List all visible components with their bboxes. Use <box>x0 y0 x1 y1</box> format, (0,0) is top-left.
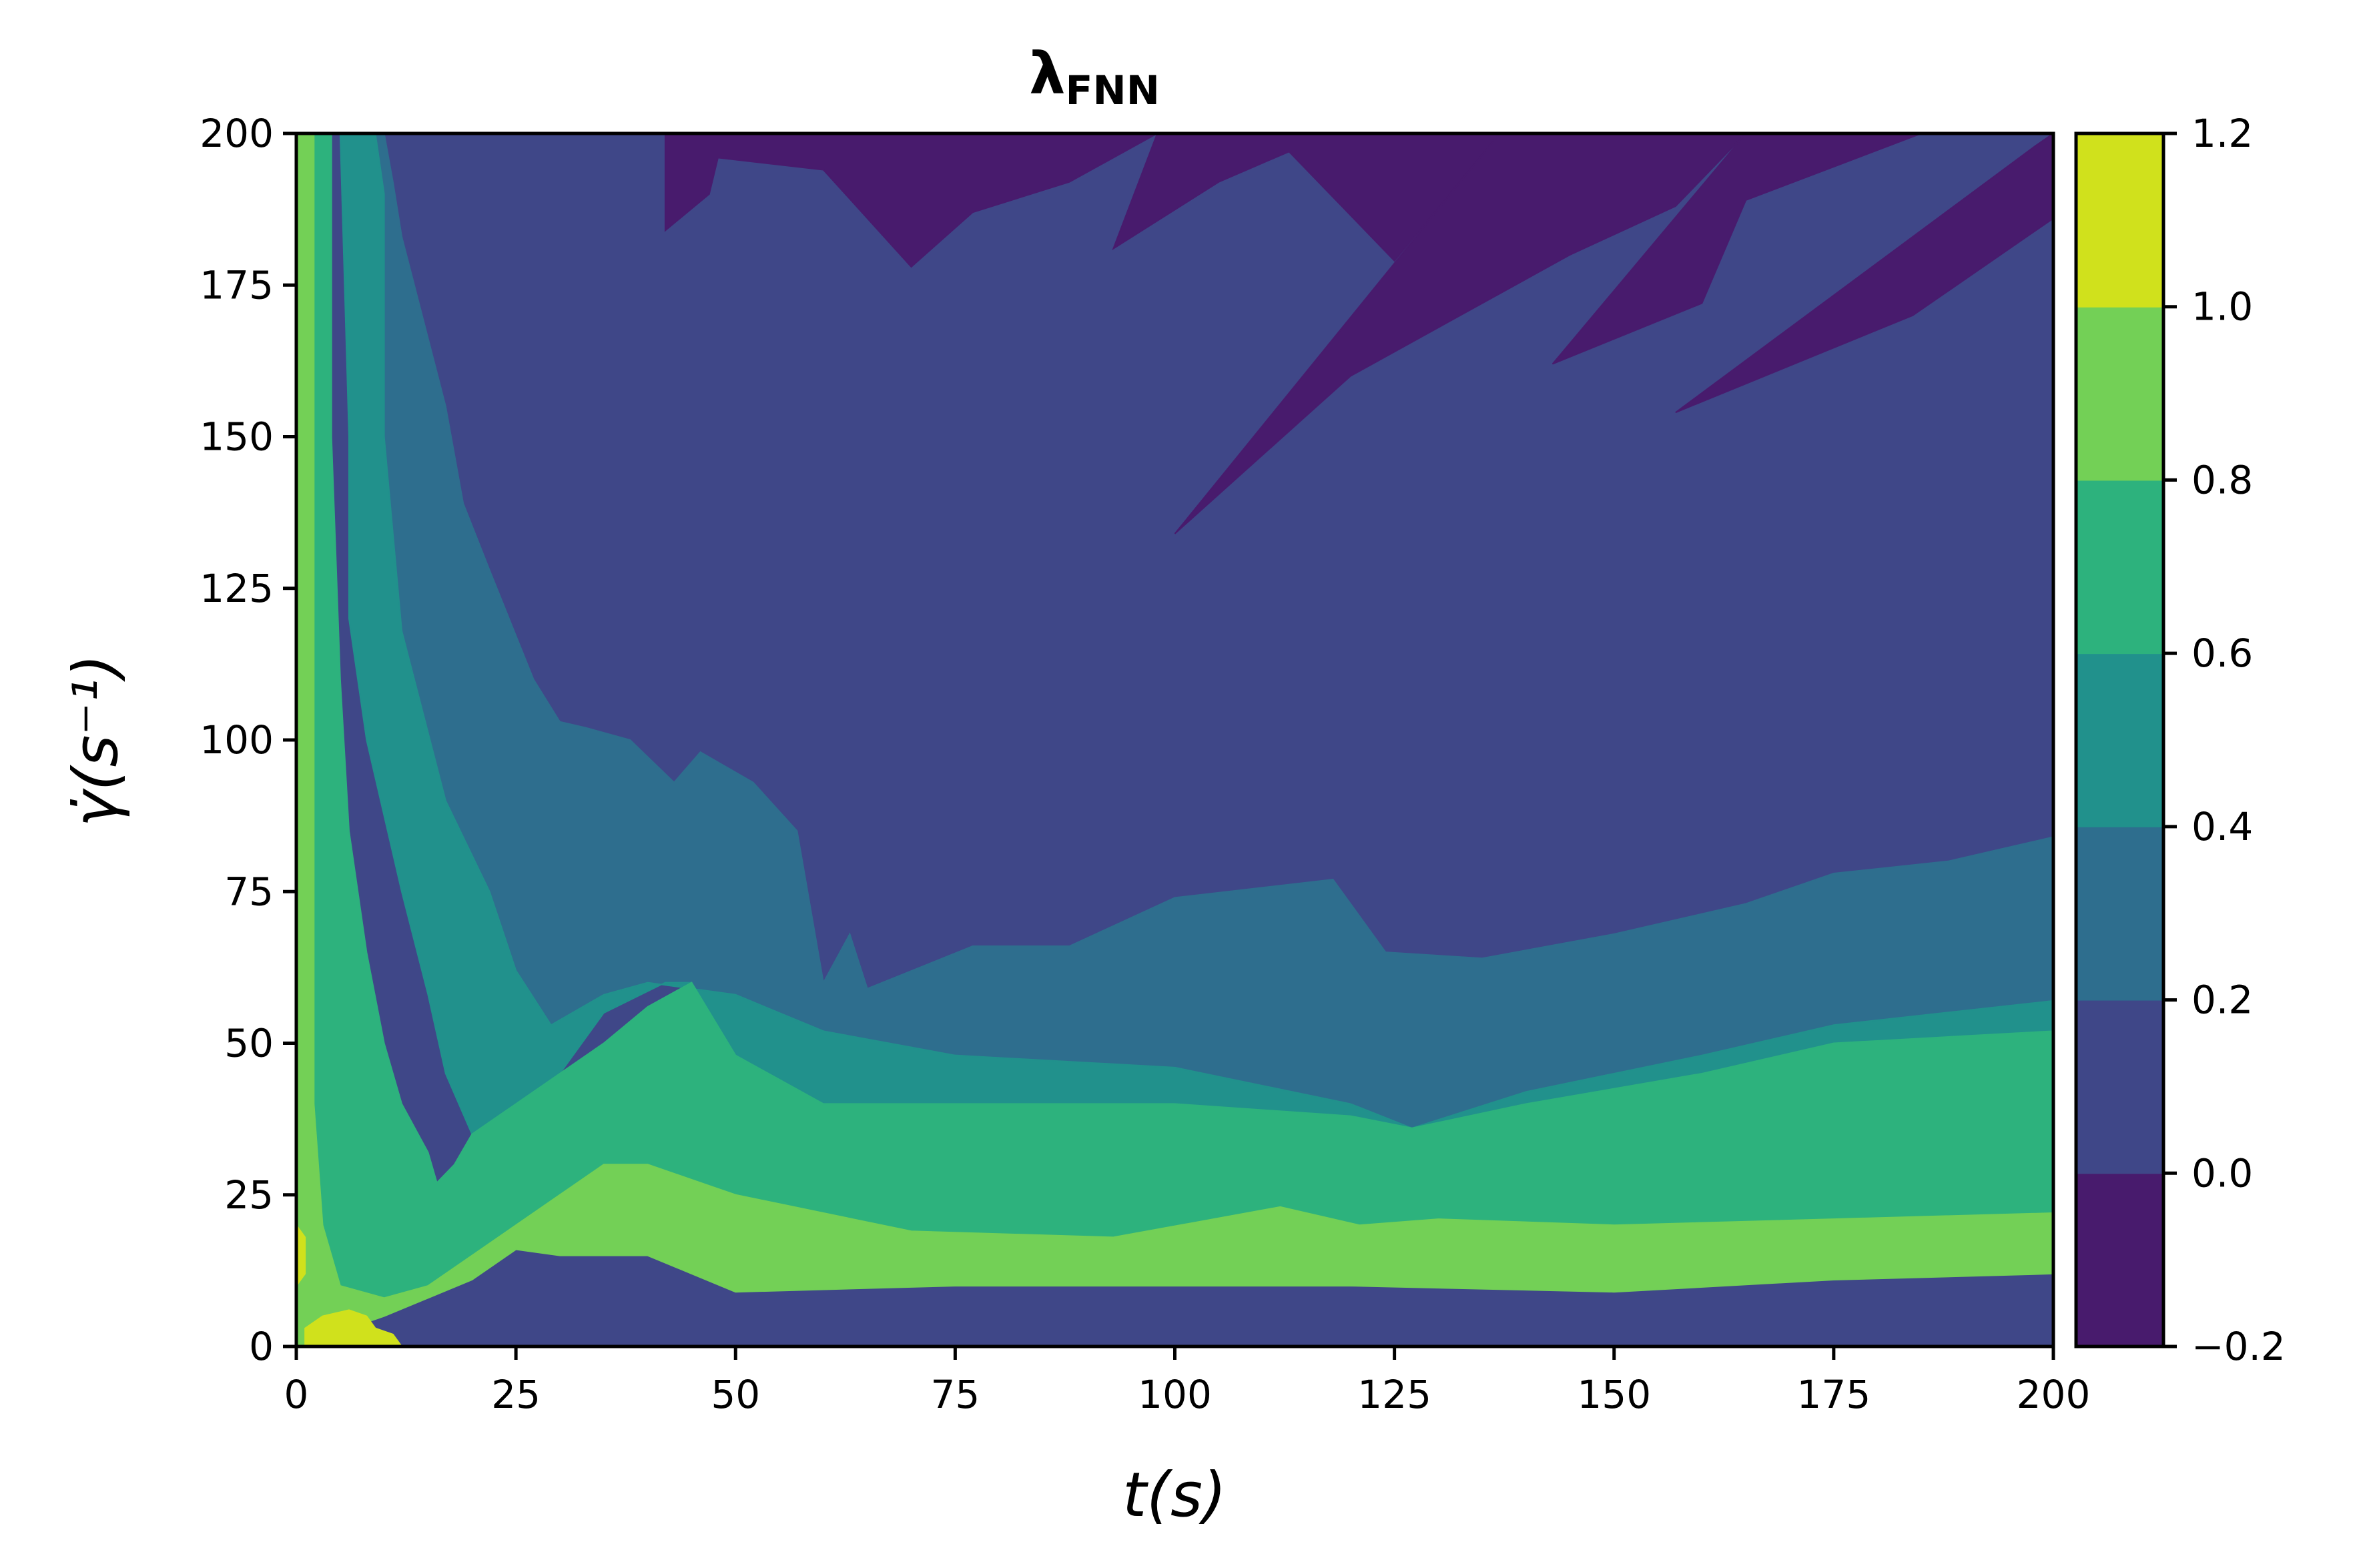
colorbar-tick-label: 0.0 <box>2191 1150 2253 1196</box>
title-subscript: FNN <box>1066 67 1160 114</box>
colorbar-band <box>2076 133 2163 308</box>
contour-region-2 <box>664 133 1158 268</box>
colorbar-band <box>2076 826 2163 1001</box>
colorbar-band <box>2076 306 2163 481</box>
contour-region-11 <box>296 1224 306 1287</box>
x-axis-label: t(s) <box>1122 1459 1227 1531</box>
colorbar-band <box>2076 1173 2163 1347</box>
colorbar-tick-label: 0.8 <box>2191 457 2253 502</box>
colorbar-tick-label: −0.2 <box>2191 1324 2286 1369</box>
y-tick-label: 50 <box>224 1021 274 1066</box>
colorbar-tick-label: 0.6 <box>2191 631 2253 676</box>
colorbar-frame <box>2074 131 2165 1348</box>
x-tick-label: 25 <box>491 1372 541 1417</box>
colorbar-band <box>2076 653 2163 827</box>
y-tick-label: 75 <box>224 869 274 914</box>
contour-region-4 <box>1174 133 1747 534</box>
contour-region-10 <box>304 1309 403 1346</box>
y-axis-ticks: 0 25 50 75 100 125 150 175 200 <box>200 111 296 1369</box>
colorbar-tick-label: 1.0 <box>2191 284 2253 330</box>
x-tick-label: 50 <box>711 1372 760 1417</box>
x-tick-label: 100 <box>1138 1372 1212 1417</box>
y-tick-label: 150 <box>200 414 274 460</box>
x-axis-ticks: 0 25 50 75 100 125 150 175 200 <box>284 1346 2091 1417</box>
x-tick-label: 150 <box>1577 1372 1651 1417</box>
x-tick-label: 75 <box>930 1372 980 1417</box>
colorbar-tick-label: 0.2 <box>2191 977 2253 1023</box>
x-tick-label: 125 <box>1357 1372 1431 1417</box>
x-tick-label: 200 <box>2017 1372 2091 1417</box>
y-tick-label: 100 <box>200 717 274 763</box>
colorbar-tick-label: 0.4 <box>2191 804 2253 849</box>
contour-region-9 <box>296 133 2053 1346</box>
chart-title: λFNN <box>1029 41 1160 114</box>
plot-area <box>296 133 2053 1346</box>
y-tick-label: 25 <box>224 1172 274 1218</box>
colorbar-band <box>2076 1000 2163 1174</box>
x-tick-label: 175 <box>1797 1372 1871 1417</box>
colorbar-tick-label: 1.2 <box>2191 111 2253 156</box>
x-tick-label: 0 <box>284 1372 309 1417</box>
colorbar-band <box>2076 480 2163 655</box>
contour-region-5 <box>1552 133 2053 414</box>
svg-text:λFNN: λFNN <box>1029 41 1160 114</box>
y-axis-label: γ̇(s⁻¹) <box>60 654 131 827</box>
y-tick-label: 200 <box>200 111 274 156</box>
y-tick-label: 125 <box>200 566 274 611</box>
colorbar: −0.2 0.0 0.2 0.4 0.6 0.8 1.0 1.2 <box>2074 111 2286 1369</box>
y-tick-label: 175 <box>200 262 274 308</box>
contour-regions <box>296 133 2053 1346</box>
y-tick-label: 0 <box>249 1324 274 1369</box>
title-main: λ <box>1029 41 1065 107</box>
